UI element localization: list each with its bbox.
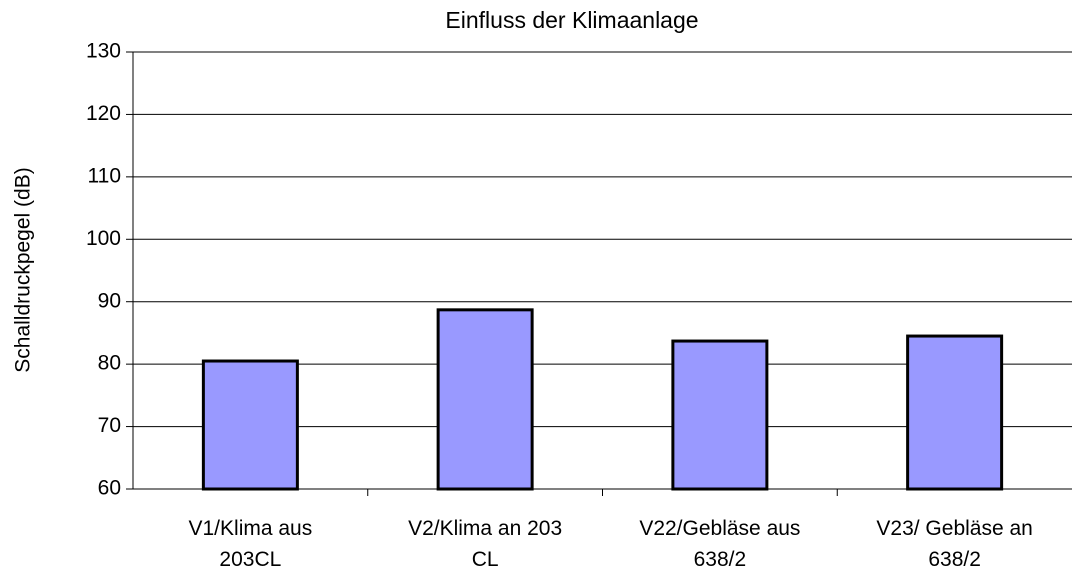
- y-tick-label: 70: [98, 414, 121, 437]
- x-tick-label: V1/Klima aus 203CL: [188, 517, 313, 571]
- bar: [201, 359, 299, 491]
- x-tick-label: V23/ Gebläse an 638/2: [876, 517, 1033, 571]
- x-tick-label: V2/Klima an 203 CL: [408, 517, 563, 571]
- bar: [906, 334, 1004, 491]
- y-tick-label: 60: [98, 477, 121, 500]
- y-tick-label: 100: [86, 227, 121, 250]
- x-tick-label: V22/Gebläse aus 638/2: [639, 517, 801, 571]
- y-tick-label: 130: [86, 40, 121, 63]
- bar: [671, 339, 769, 491]
- y-tick-label: 110: [88, 164, 121, 187]
- chart-title: Einfluss der Klimaanlage: [445, 7, 698, 33]
- y-tick-label: 80: [98, 352, 121, 375]
- y-tick-label: 120: [86, 102, 121, 125]
- y-axis-label: Schalldruckpegel (dB): [12, 167, 35, 372]
- bar: [436, 308, 534, 491]
- y-tick-label: 90: [98, 289, 121, 312]
